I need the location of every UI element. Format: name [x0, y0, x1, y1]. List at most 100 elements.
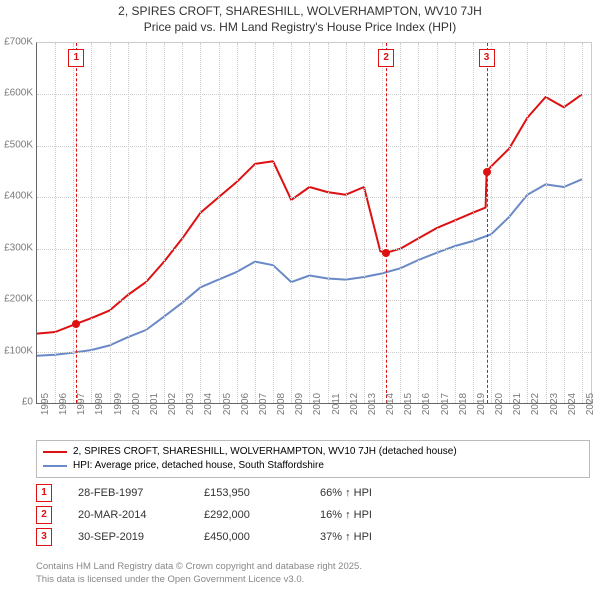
gridline-h — [37, 146, 591, 147]
event-row: 330-SEP-2019£450,00037% ↑ HPI — [36, 528, 590, 546]
gridline-v — [273, 43, 274, 403]
marker-dot — [483, 168, 491, 176]
xtick-label: 2020 — [494, 393, 505, 415]
xtick-label: 2001 — [149, 393, 160, 415]
gridline-v — [91, 43, 92, 403]
legend-label: HPI: Average price, detached house, Sout… — [73, 459, 324, 473]
marker-vline — [76, 43, 77, 403]
marker-box: 2 — [378, 49, 394, 67]
event-table: 128-FEB-1997£153,95066% ↑ HPI220-MAR-201… — [36, 484, 590, 550]
legend-item: 2, SPIRES CROFT, SHARESHILL, WOLVERHAMPT… — [43, 445, 583, 459]
xtick-label: 1997 — [76, 393, 87, 415]
gridline-h — [37, 94, 591, 95]
gridline-v — [255, 43, 256, 403]
xtick-label: 1999 — [113, 393, 124, 415]
xtick-label: 1995 — [40, 393, 51, 415]
xtick-label: 1998 — [94, 393, 105, 415]
gridline-h — [37, 249, 591, 250]
gridline-h — [37, 197, 591, 198]
ytick-label: £100K — [4, 345, 33, 356]
xtick-label: 2012 — [349, 393, 360, 415]
event-price: £292,000 — [204, 509, 294, 521]
xtick-label: 2003 — [185, 393, 196, 415]
xtick-label: 2007 — [258, 393, 269, 415]
event-pct: 66% ↑ HPI — [320, 487, 440, 499]
marker-box: 3 — [479, 49, 495, 67]
gridline-v — [219, 43, 220, 403]
gridline-v — [110, 43, 111, 403]
legend: 2, SPIRES CROFT, SHARESHILL, WOLVERHAMPT… — [36, 440, 590, 478]
xtick-label: 2014 — [385, 393, 396, 415]
gridline-h — [37, 352, 591, 353]
event-marker: 2 — [36, 506, 52, 524]
gridline-v — [364, 43, 365, 403]
xtick-label: 2017 — [440, 393, 451, 415]
legend-item: HPI: Average price, detached house, Sout… — [43, 459, 583, 473]
footer-line: This data is licensed under the Open Gov… — [36, 574, 590, 586]
gridline-v — [200, 43, 201, 403]
event-marker: 3 — [36, 528, 52, 546]
gridline-v — [437, 43, 438, 403]
xtick-label: 2011 — [331, 393, 342, 415]
xtick-label: 2005 — [222, 393, 233, 415]
marker-dot — [72, 320, 80, 328]
legend-swatch — [43, 465, 67, 467]
gridline-v — [527, 43, 528, 403]
gridline-v — [400, 43, 401, 403]
gridline-v — [128, 43, 129, 403]
xtick-label: 2009 — [294, 393, 305, 415]
gridline-v — [455, 43, 456, 403]
gridline-v — [182, 43, 183, 403]
xtick-label: 2021 — [512, 393, 523, 415]
xtick-label: 2013 — [367, 393, 378, 415]
gridline-v — [509, 43, 510, 403]
marker-dot — [382, 249, 390, 257]
ytick-label: £300K — [4, 242, 33, 253]
footer: Contains HM Land Registry data © Crown c… — [36, 561, 590, 586]
gridline-v — [55, 43, 56, 403]
gridline-v — [473, 43, 474, 403]
ytick-label: £400K — [4, 191, 33, 202]
ytick-label: £0 — [22, 397, 33, 408]
xtick-label: 2006 — [240, 393, 251, 415]
gridline-v — [291, 43, 292, 403]
marker-vline — [386, 43, 387, 403]
ytick-label: £200K — [4, 294, 33, 305]
event-pct: 16% ↑ HPI — [320, 509, 440, 521]
chart-subtitle: Price paid vs. HM Land Registry's House … — [0, 20, 600, 36]
ytick-label: £700K — [4, 37, 33, 48]
xtick-label: 2002 — [167, 393, 178, 415]
gridline-v — [164, 43, 165, 403]
ytick-label: £500K — [4, 139, 33, 150]
event-pct: 37% ↑ HPI — [320, 531, 440, 543]
legend-swatch — [43, 451, 67, 453]
xtick-label: 2004 — [203, 393, 214, 415]
marker-vline — [487, 43, 488, 403]
ytick-label: £600K — [4, 88, 33, 99]
gridline-v — [328, 43, 329, 403]
gridline-v — [418, 43, 419, 403]
xtick-label: 2010 — [312, 393, 323, 415]
gridline-v — [582, 43, 583, 403]
event-marker: 1 — [36, 484, 52, 502]
xtick-label: 2019 — [476, 393, 487, 415]
gridline-v — [491, 43, 492, 403]
gridline-v — [564, 43, 565, 403]
footer-line: Contains HM Land Registry data © Crown c… — [36, 561, 590, 573]
gridline-v — [382, 43, 383, 403]
event-date: 28-FEB-1997 — [78, 487, 178, 499]
gridline-v — [346, 43, 347, 403]
xtick-label: 2000 — [131, 393, 142, 415]
legend-label: 2, SPIRES CROFT, SHARESHILL, WOLVERHAMPT… — [73, 445, 457, 459]
xtick-label: 2018 — [458, 393, 469, 415]
plot-area: 1 2 3 — [36, 42, 592, 404]
xtick-label: 2016 — [421, 393, 432, 415]
gridline-v — [309, 43, 310, 403]
event-row: 1 28-FEB-1997 £153,950 66% ↑ HPI — [36, 484, 590, 502]
chart-title: 2, SPIRES CROFT, SHARESHILL, WOLVERHAMPT… — [0, 4, 600, 20]
gridline-v — [237, 43, 238, 403]
marker-box: 1 — [68, 49, 84, 67]
gridline-v — [546, 43, 547, 403]
event-price: £450,000 — [204, 531, 294, 543]
event-price: £153,950 — [204, 487, 294, 499]
